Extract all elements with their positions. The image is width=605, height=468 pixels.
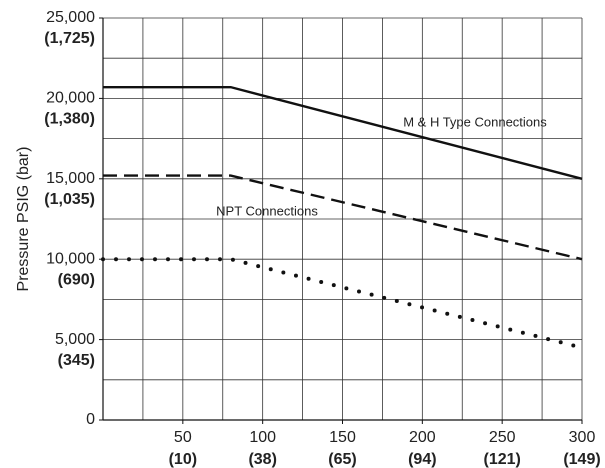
- y-tick-sublabel: (1,035): [44, 191, 95, 208]
- line-series: [103, 174, 583, 261]
- x-tick-sublabel: (65): [328, 451, 356, 468]
- x-tick-sublabel: (38): [248, 451, 276, 468]
- x-tick-label: 200: [409, 429, 436, 446]
- y-tick-sublabel: (1,380): [44, 111, 95, 128]
- y-tick-label: 10,000: [46, 250, 95, 267]
- x-tick-label: 100: [249, 429, 276, 446]
- series-label: NPT Connections: [216, 203, 318, 218]
- y-tick-label: 0: [86, 411, 95, 428]
- x-tick-sublabel: (149): [563, 451, 600, 468]
- x-tick-sublabel: (10): [169, 451, 197, 468]
- x-tick-sublabel: (94): [408, 451, 436, 468]
- line-series: [103, 85, 583, 180]
- x-tick-sublabel: (121): [483, 451, 520, 468]
- x-tick-label: 50: [174, 429, 192, 446]
- y-tick-sublabel: (345): [58, 352, 95, 369]
- y-tick-label: 5,000: [55, 331, 95, 348]
- x-tick-label: 300: [569, 429, 596, 446]
- y-tick-label: 20,000: [46, 90, 95, 107]
- x-tick-label: 250: [489, 429, 516, 446]
- y-tick-label: 25,000: [46, 9, 95, 26]
- y-tick-sublabel: (1,725): [44, 30, 95, 47]
- y-axis-label: Pressure PSIG (bar): [15, 147, 32, 292]
- y-tick-label: 15,000: [46, 170, 95, 187]
- series-label: M & H Type Connections: [403, 114, 547, 129]
- y-tick-sublabel: (690): [58, 271, 95, 288]
- x-tick-label: 150: [329, 429, 356, 446]
